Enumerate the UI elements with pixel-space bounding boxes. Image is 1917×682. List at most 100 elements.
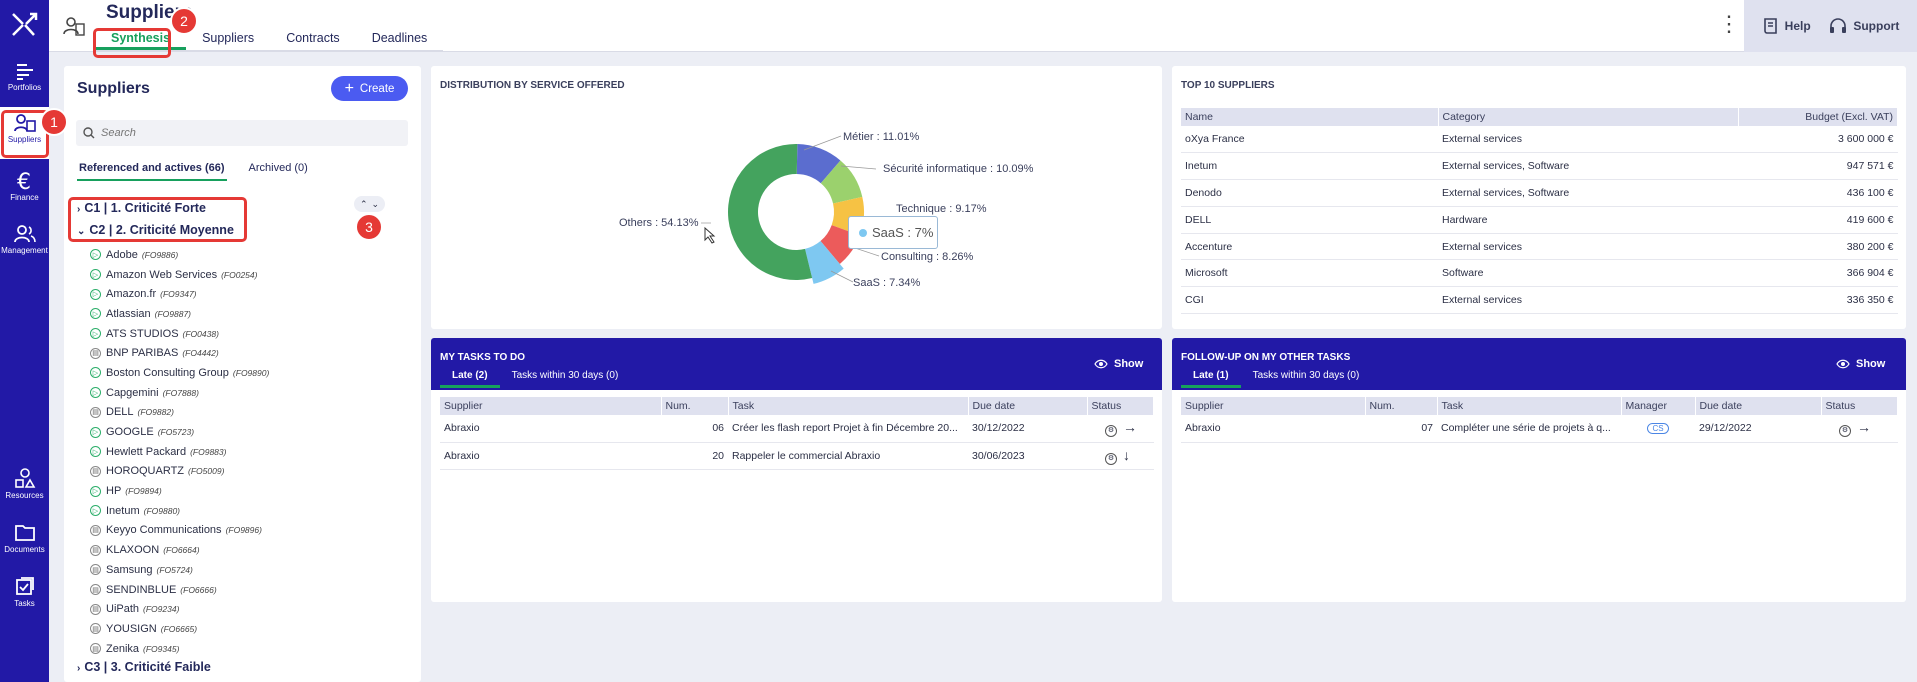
arrow-right-icon[interactable]: → — [1123, 419, 1137, 436]
donut-slice-others[interactable] — [727, 144, 813, 280]
table-row[interactable]: CGI External services 336 350 € — [1181, 286, 1898, 315]
supplier-list-item[interactable]: ▤ Keyyo Communications (FO9896) — [90, 521, 269, 541]
supplier-list-item[interactable]: ▷ Hewlett Packard (FO9883) — [90, 442, 269, 462]
donut-slice-saas[interactable] — [805, 241, 844, 284]
status-icon[interactable]: ⚙ — [1839, 425, 1851, 438]
supplier-list-item[interactable]: ▷ Amazon.fr (FO9347) — [90, 284, 269, 304]
other-tasks-table: Supplier Num. Task Manager Due date Stat… — [1181, 397, 1898, 443]
nav-item-finance[interactable]: € Finance — [0, 165, 49, 215]
col-manager[interactable]: Manager — [1621, 397, 1696, 415]
col-status[interactable]: Status — [1821, 397, 1898, 415]
col-due-date[interactable]: Due date — [1695, 397, 1822, 415]
tab-within-30-days[interactable]: Tasks within 30 days (0) — [511, 370, 619, 381]
table-row[interactable]: Denodo External services, Software 436 100… — [1181, 179, 1898, 207]
table-row[interactable]: Abraxio 20 Rappeler le commercial Abraxio 3… — [440, 442, 1154, 470]
more-options-icon[interactable]: ⋮ — [1718, 11, 1740, 36]
supplier-cell: Abraxio — [1181, 415, 1365, 443]
group-c3[interactable]: › C3 | 3. Criticité Faible — [77, 660, 211, 674]
tab-suppliers[interactable]: Suppliers — [202, 31, 255, 45]
help-button[interactable]: Help — [1762, 17, 1811, 35]
col-supplier[interactable]: Supplier — [1181, 397, 1366, 415]
search-input[interactable] — [101, 124, 391, 142]
col-name[interactable]: Name — [1181, 108, 1439, 126]
table-row[interactable]: Abraxio 06 Créer les flash report Projet à… — [440, 415, 1154, 443]
chevron-down-icon: ⌄ — [77, 226, 86, 237]
tab-referenced-actives[interactable]: Referenced and actives (66) — [77, 162, 227, 181]
col-budget[interactable]: Budget (Excl. VAT) — [1738, 108, 1898, 126]
management-icon — [13, 225, 36, 243]
tab-late[interactable]: Late (1) — [1181, 370, 1241, 388]
supplier-list-item[interactable]: ▤ Zenika (FO9345) — [90, 639, 269, 659]
arrow-right-icon[interactable]: → — [1857, 419, 1871, 436]
table-row[interactable]: Microsoft Software 366 904 € — [1181, 259, 1898, 288]
nav-item-portfolios[interactable]: Portfolios — [0, 55, 49, 105]
label-others: Others : 54.13% — [619, 217, 699, 229]
supplier-list-item[interactable]: ▤ DELL (FO9882) — [90, 403, 269, 423]
supplier-list-item[interactable]: ▤ YOUSIGN (FO6665) — [90, 619, 269, 639]
supplier-list-item[interactable]: ▤ UiPath (FO9234) — [90, 599, 269, 619]
col-status[interactable]: Status — [1087, 397, 1154, 415]
supplier-list-item[interactable]: ▷ Inetum (FO9880) — [90, 501, 269, 521]
table-row[interactable]: Inetum External services, Software 947 571… — [1181, 152, 1898, 181]
nav-item-documents[interactable]: Documents — [0, 515, 49, 565]
col-task[interactable]: Task — [728, 397, 969, 415]
support-button[interactable]: Support — [1828, 17, 1899, 35]
tab-synthesis[interactable]: Synthesis — [95, 27, 187, 50]
supplier-list-item[interactable]: ▤ BNP PARIBAS (FO4442) — [90, 343, 269, 363]
tab-deadlines[interactable]: Deadlines — [371, 31, 428, 45]
tab-contracts[interactable]: Contracts — [286, 31, 340, 45]
distribution-panel: DISTRIBUTION BY SERVICE OFFERED Métier :… — [431, 66, 1162, 329]
supplier-list-item[interactable]: ▷ Amazon Web Services (FO0254) — [90, 265, 269, 285]
supplier-list-item[interactable]: ▤ KLAXOON (FO6664) — [90, 540, 269, 560]
group-c2[interactable]: ⌄ C2 | 2. Criticité Moyenne — [77, 223, 234, 237]
donut-slice-m-tier[interactable] — [796, 144, 841, 184]
supplier-code: (FO6666) — [180, 584, 217, 595]
supplier-list-item[interactable]: ▤ SENDINBLUE (FO6666) — [90, 580, 269, 600]
nav-item-management[interactable]: Management — [0, 218, 49, 268]
col-supplier[interactable]: Supplier — [440, 397, 662, 415]
supplier-list-item[interactable]: ▷ Capgemini (FO7888) — [90, 383, 269, 403]
portfolio-icon — [16, 64, 33, 80]
col-task[interactable]: Task — [1437, 397, 1622, 415]
supplier-list-item[interactable]: ▤ HOROQUARTZ (FO5009) — [90, 462, 269, 482]
top-suppliers-panel: TOP 10 SUPPLIERS Name Category Budget (E… — [1172, 66, 1906, 329]
col-num[interactable]: Num. — [661, 397, 729, 415]
supplier-list-item[interactable]: ▷ HP (FO9894) — [90, 481, 269, 501]
collapse-expand-buttons[interactable]: ⌃ ⌄ — [354, 196, 385, 212]
supplier-list-item[interactable]: ▷ ATS STUDIOS (FO0438) — [90, 324, 269, 344]
status-icon[interactable]: ⚙ — [1105, 425, 1117, 438]
group-c1[interactable]: › C1 | 1. Criticité Forte — [77, 201, 206, 215]
arrow-down-icon[interactable]: ↓ — [1123, 446, 1130, 463]
show-button[interactable]: Show — [1094, 358, 1143, 370]
table-row[interactable]: oXya France External services 3 600 000 € — [1181, 126, 1898, 154]
table-row[interactable]: Accenture External services 380 200 € — [1181, 233, 1898, 261]
other-tasks-panel: FOLLOW-UP ON MY OTHER TASKS Late (1) Tas… — [1172, 338, 1906, 602]
status-icon[interactable]: ⚙ — [1105, 452, 1117, 465]
supplier-list-item[interactable]: ▷ Boston Consulting Group (FO9890) — [90, 363, 269, 383]
chevron-up-double-icon[interactable]: ⌃ — [359, 198, 368, 209]
table-row[interactable]: DELL Hardware 419 600 € — [1181, 206, 1898, 234]
nav-item-tasks[interactable]: Tasks — [0, 569, 49, 619]
budget-cell: 947 571 € — [1738, 152, 1898, 181]
show-button[interactable]: Show — [1836, 358, 1885, 370]
supplier-list-item[interactable]: ▷ GOOGLE (FO5723) — [90, 422, 269, 442]
supplier-list-item[interactable]: ▷ Atlassian (FO9887) — [90, 304, 269, 324]
app-logo-icon[interactable] — [10, 10, 39, 39]
nav-item-resources[interactable]: Resources — [0, 461, 49, 511]
chevron-down-double-icon[interactable]: ⌄ — [371, 198, 380, 209]
supplier-name: DELL — [106, 406, 134, 419]
table-row[interactable]: Abraxio 07 Compléter une série de projets … — [1181, 415, 1898, 443]
col-category[interactable]: Category — [1438, 108, 1739, 126]
donut-slice-s-curit-informatique[interactable] — [820, 160, 863, 204]
tab-within-30-days[interactable]: Tasks within 30 days (0) — [1252, 370, 1360, 381]
col-num[interactable]: Num. — [1365, 397, 1438, 415]
tab-late[interactable]: Late (2) — [440, 370, 500, 388]
supplier-code: (FO5724) — [156, 564, 193, 575]
supplier-list-item[interactable]: ▷ Adobe (FO9886) — [90, 245, 269, 265]
create-button[interactable]: + Create — [331, 76, 408, 101]
supplier-list-item[interactable]: ▤ Samsung (FO5724) — [90, 560, 269, 580]
tab-archived[interactable]: Archived (0) — [248, 162, 308, 174]
building-status-icon: ▤ — [90, 623, 101, 635]
col-due-date[interactable]: Due date — [968, 397, 1088, 415]
suppliers-panel-title: Suppliers — [77, 80, 150, 97]
